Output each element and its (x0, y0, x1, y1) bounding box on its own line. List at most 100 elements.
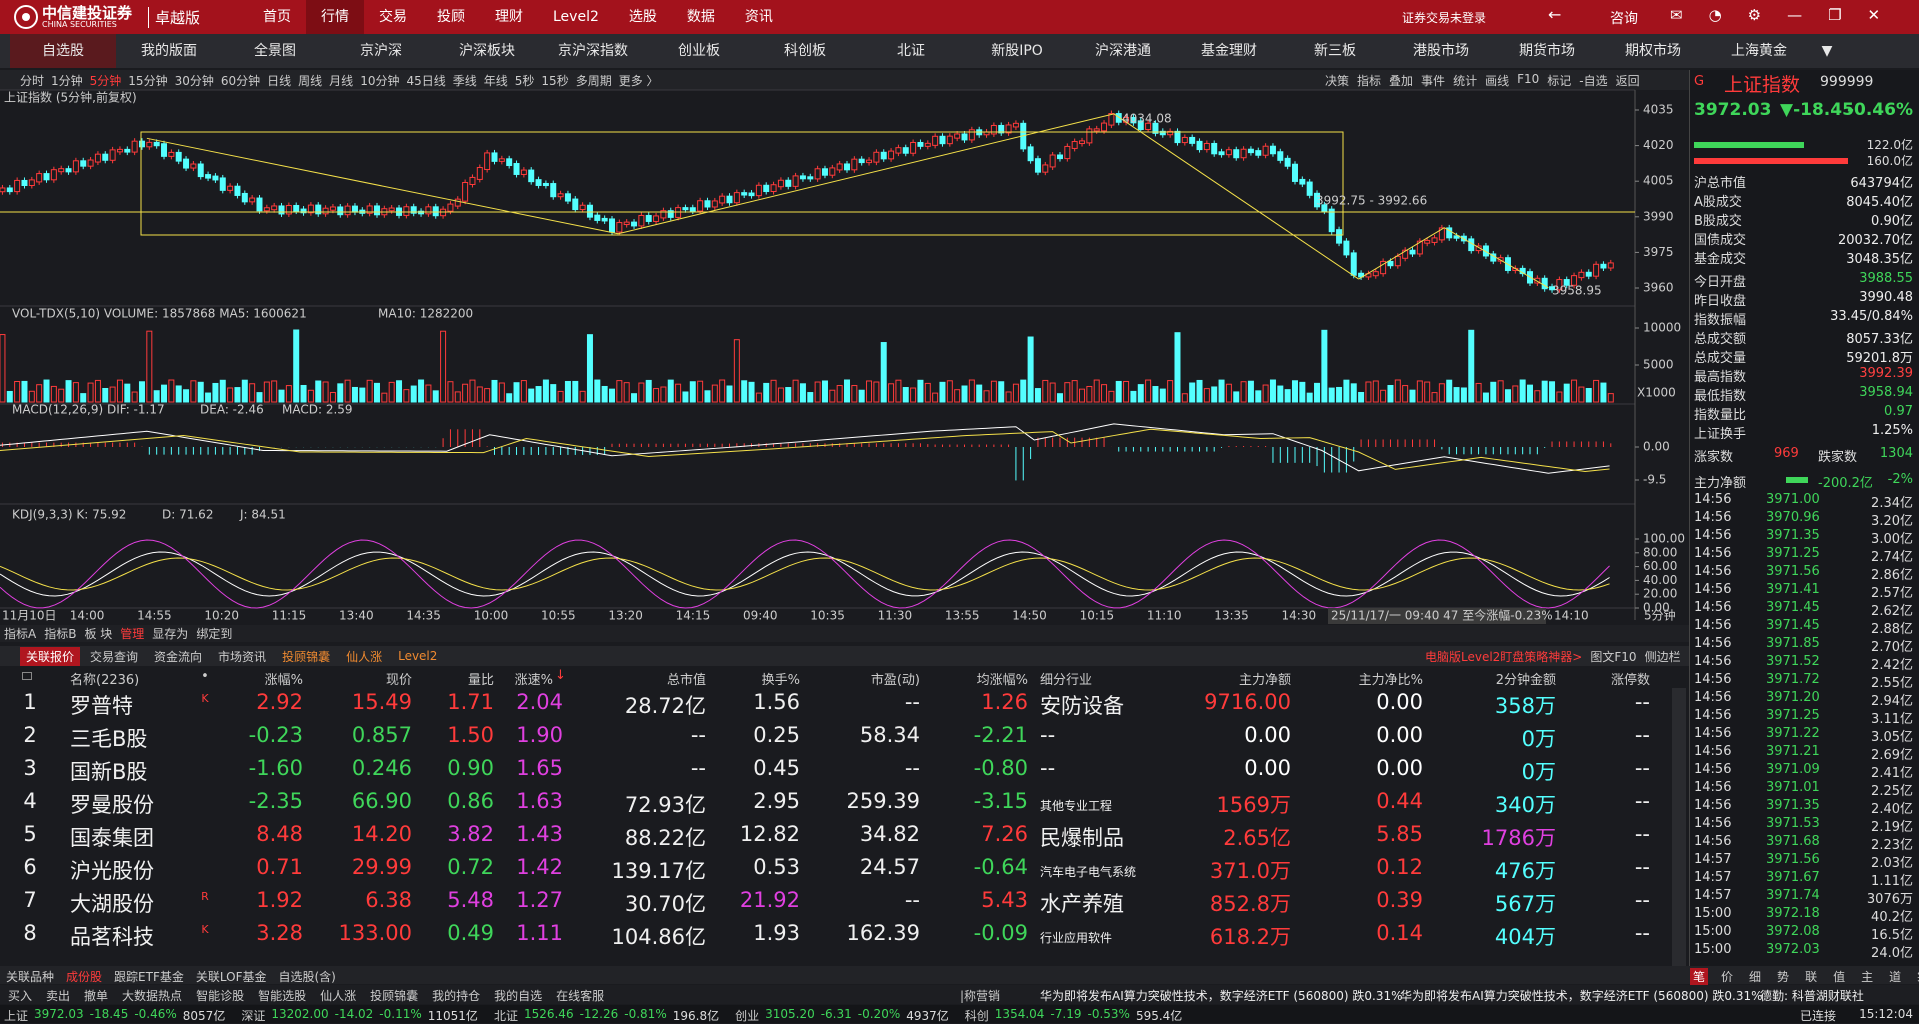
menu-item[interactable]: 资讯 (744, 9, 773, 25)
side-tab[interactable]: 联 (1805, 970, 1818, 984)
period[interactable]: 日线 (267, 73, 292, 88)
market-tab[interactable]: 我的版面 (141, 43, 197, 59)
bottom-link[interactable]: 关联LOF基金 (195, 970, 267, 984)
menu-item[interactable]: Level2 (553, 9, 599, 25)
table-tab[interactable]: 投顾锦囊 (282, 649, 331, 664)
bottom-link[interactable]: 成份股 (66, 970, 103, 984)
side-tab[interactable]: 主 (1861, 970, 1874, 984)
back-icon[interactable]: ← (1548, 5, 1562, 24)
period[interactable]: 1分钟 (51, 73, 83, 88)
period[interactable]: 周线 (298, 73, 323, 88)
chart-tool[interactable]: 统计 (1453, 74, 1478, 88)
window-icons[interactable]: ✉◔⚙—❐✕ (1670, 6, 1907, 24)
side-tab[interactable]: 细 (1749, 970, 1762, 984)
period[interactable]: 5秒 (514, 73, 535, 88)
chart-tool[interactable]: F10 (1517, 72, 1540, 86)
chart-tool[interactable]: 叠加 (1389, 74, 1414, 88)
period[interactable]: 年线 (483, 73, 508, 88)
action[interactable]: 智能诊股 (196, 989, 245, 1003)
market-tab[interactable]: 期权市场 (1625, 43, 1681, 59)
tab-more[interactable]: ▼ (1821, 43, 1833, 59)
side-tab[interactable]: 筹 (1914, 968, 1919, 985)
side-tab[interactable]: 价 (1721, 970, 1734, 984)
table-tab[interactable]: 市场资讯 (218, 649, 267, 664)
period[interactable]: 10分钟 (360, 73, 400, 88)
market-tab[interactable]: 沪深板块 (459, 43, 515, 59)
scrollbar[interactable] (1672, 688, 1686, 968)
menu-item[interactable]: 理财 (495, 9, 523, 25)
indicator-tab[interactable]: 显存为 (152, 627, 189, 641)
market-tab[interactable]: 港股市场 (1413, 43, 1469, 59)
bottom-link[interactable]: 关联品种 (6, 970, 55, 984)
table-right-tab[interactable]: 图文F10 (1590, 650, 1637, 664)
market-tab[interactable]: 自选股 (10, 34, 116, 68)
action[interactable]: 我的自选 (494, 989, 543, 1003)
market-tab[interactable]: 基金理财 (1201, 43, 1257, 59)
period[interactable]: 分时 (20, 73, 45, 88)
period[interactable]: 多周期 (575, 73, 612, 88)
period[interactable]: 15秒 (541, 73, 569, 88)
action[interactable]: 撤单 (84, 989, 109, 1003)
chart-tool[interactable]: 返回 (1615, 74, 1640, 88)
period[interactable]: 5分钟 (89, 73, 122, 88)
indicator-tab[interactable]: 管理 (120, 627, 145, 641)
action[interactable]: 大数据热点 (122, 989, 183, 1003)
chart-tool[interactable]: 事件 (1421, 74, 1446, 88)
market-tab[interactable]: 新三板 (1314, 43, 1356, 59)
menu-item[interactable]: 首页 (263, 9, 291, 25)
side-tab[interactable]: 势 (1777, 970, 1790, 984)
period[interactable]: 45日线 (406, 73, 446, 88)
chart-tool[interactable]: 画线 (1485, 74, 1510, 88)
action[interactable]: 投顾锦囊 (370, 989, 419, 1003)
menu-item[interactable]: 投顾 (437, 9, 465, 25)
indicator-tab[interactable]: 指标A (4, 627, 37, 641)
action[interactable]: 在线客服 (556, 989, 605, 1003)
period[interactable]: 更多 〉 (618, 73, 659, 88)
action[interactable]: 仙人涨 (320, 989, 357, 1003)
market-tab[interactable]: 全景图 (254, 43, 296, 59)
menu-item[interactable]: 选股 (628, 9, 657, 25)
table-tab[interactable]: Level2 (398, 649, 438, 663)
chart-tool[interactable]: 指标 (1357, 74, 1382, 88)
indicator-tab[interactable]: 绑定到 (196, 627, 233, 641)
period[interactable]: 60分钟 (220, 73, 261, 88)
bottom-link[interactable]: 跟踪ETF基金 (114, 970, 184, 984)
menu-item[interactable]: 行情 (306, 0, 364, 34)
period[interactable]: 15分钟 (128, 73, 168, 88)
menu-item[interactable]: 交易 (379, 9, 407, 25)
period[interactable]: 季线 (452, 73, 477, 88)
chart-tool[interactable]: -自选 (1579, 74, 1608, 88)
table-tab[interactable]: 交易查询 (90, 649, 139, 664)
chart-tool[interactable]: 决策 (1325, 74, 1350, 88)
period[interactable]: 30分钟 (174, 73, 214, 88)
table-right-tab[interactable]: 侧边栏 (1644, 650, 1681, 664)
action[interactable]: 我的持仓 (432, 989, 481, 1003)
market-tab[interactable]: 京沪深 (360, 43, 402, 59)
market-tab[interactable]: 京沪深指数 (558, 43, 628, 59)
consult[interactable]: 咨询 (1610, 11, 1638, 27)
side-tab[interactable]: 笔 (1690, 968, 1709, 985)
market-tab[interactable]: 北证 (897, 43, 925, 59)
table-right-tab[interactable]: 电脑版Level2盯盘策略神器> (1425, 650, 1583, 664)
table-tab[interactable]: 关联报价 (20, 646, 81, 666)
action[interactable]: 卖出 (46, 989, 71, 1003)
market-tab[interactable]: 期货市场 (1519, 43, 1575, 59)
action[interactable]: 智能选股 (258, 989, 307, 1003)
market-tab[interactable]: 上海黄金 (1731, 43, 1787, 59)
market-tab[interactable]: 科创板 (784, 43, 826, 59)
menu-item[interactable]: 数据 (686, 9, 715, 25)
side-tab[interactable]: 道 (1889, 970, 1902, 984)
period[interactable]: 月线 (329, 73, 354, 88)
indicator-tab[interactable]: 板 块 (84, 627, 113, 641)
bottom-link[interactable]: 自选股(含) (278, 970, 336, 984)
action[interactable]: 买入 (8, 989, 33, 1003)
table-tab[interactable]: 仙人涨 (346, 649, 383, 664)
login-status[interactable]: 证券交易未登录 (1402, 11, 1487, 25)
market-tab[interactable]: 创业板 (678, 43, 720, 59)
table-tab[interactable]: 资金流向 (154, 649, 203, 664)
indicator-tab[interactable]: 指标B (44, 627, 77, 641)
chart-tool[interactable]: 标记 (1547, 74, 1572, 88)
market-tab[interactable]: 沪深港通 (1095, 43, 1151, 59)
market-tab[interactable]: 新股IPO (991, 43, 1043, 59)
side-tab[interactable]: 值 (1833, 970, 1846, 984)
